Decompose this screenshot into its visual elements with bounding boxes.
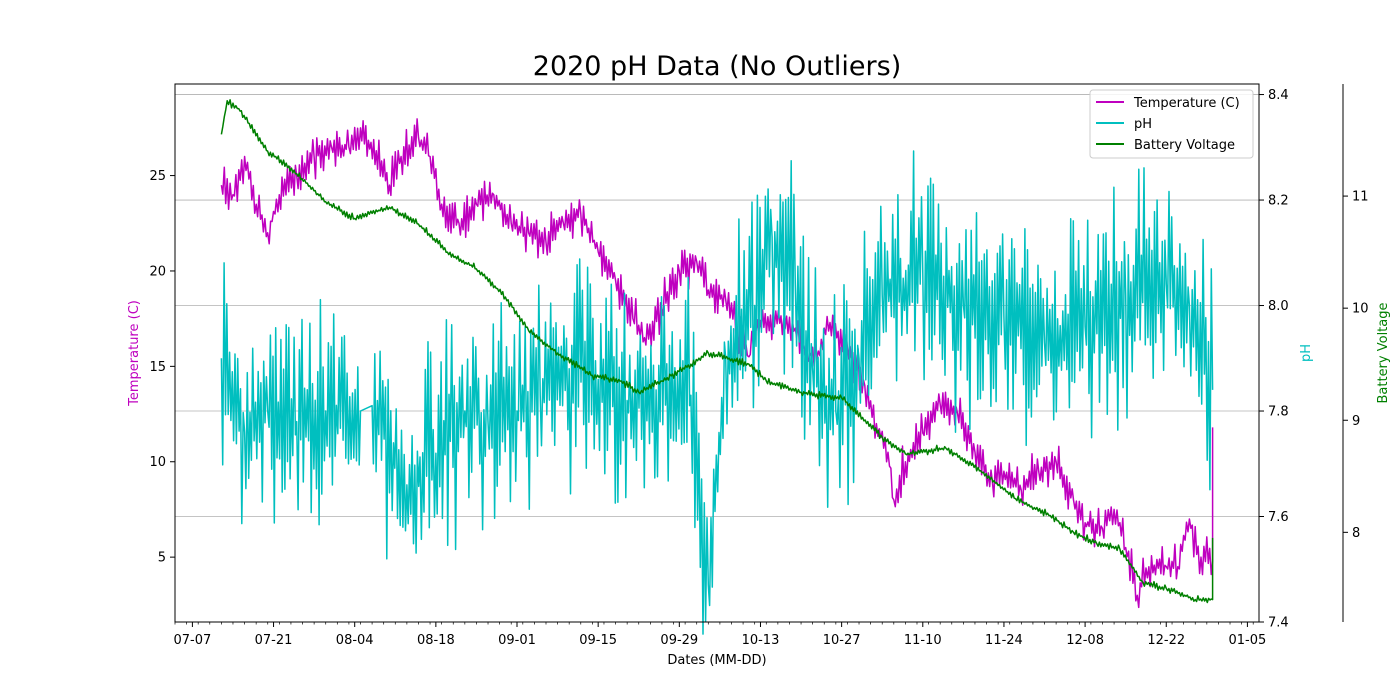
ph-tick-label: 7.6 — [1268, 510, 1289, 525]
battery-tick-label: 8 — [1352, 526, 1360, 541]
ph-tick-label: 7.4 — [1268, 616, 1289, 631]
x-tick-label: 11-10 — [904, 633, 942, 648]
legend-label-ph: pH — [1134, 117, 1152, 132]
temperature-tick-label: 20 — [149, 264, 166, 279]
x-tick-label: 11-24 — [985, 633, 1023, 648]
x-axis-label: Dates (MM-DD) — [667, 653, 766, 668]
plot-area-frame — [174, 83, 1260, 623]
chart-title: 2020 pH Data (No Outliers) — [533, 51, 901, 82]
battery-voltage-series-line — [220, 99, 1214, 604]
temperature-axis-label: Temperature (C) — [127, 300, 142, 407]
battery-tick-label: 10 — [1352, 302, 1369, 317]
x-tick-label: 07-07 — [173, 633, 211, 648]
legend-label-temperature: Temperature (C) — [1133, 96, 1240, 111]
ph-tick-label: 8.2 — [1268, 194, 1289, 209]
x-tick-label: 09-15 — [579, 633, 617, 648]
temperature-tick-label: 10 — [149, 455, 166, 470]
battery-voltage-axis-label: Battery Voltage — [1376, 302, 1391, 403]
x-tick-label: 09-01 — [498, 633, 536, 648]
ph-tick-label: 8.4 — [1268, 88, 1289, 103]
x-tick-label: 12-22 — [1147, 633, 1185, 648]
battery-tick-label: 11 — [1352, 190, 1369, 205]
x-tick-label: 08-04 — [336, 633, 374, 648]
x-tick-label: 07-21 — [255, 633, 293, 648]
battery-tick-label: 9 — [1352, 414, 1360, 429]
legend-frame — [1089, 89, 1254, 159]
x-tick-label: 10-27 — [823, 633, 861, 648]
x-axis: 07-07 07-21 08-04 08-18 09-01 09-15 09-29 10-13… — [173, 622, 1266, 648]
x-tick-label: 12-08 — [1066, 633, 1104, 648]
ph-axis-label: pH — [1299, 344, 1314, 362]
x-tick-label: 09-29 — [660, 633, 698, 648]
temperature-tick-label: 5 — [158, 551, 166, 566]
legend: Temperature (C) pH Battery Voltage — [1089, 89, 1254, 159]
x-tick-label: 01-05 — [1229, 633, 1267, 648]
ph-tick-label: 8.0 — [1268, 299, 1289, 314]
series-lines — [220, 99, 1214, 635]
temperature-tick-label: 15 — [149, 360, 166, 375]
ph-series-line — [220, 150, 1214, 635]
x-tick-label: 10-13 — [742, 633, 780, 648]
temperature-tick-label: 25 — [149, 169, 166, 184]
ph-axis: 7.4 7.6 7.8 8.0 8.2 8.4 — [1259, 88, 1289, 631]
temperature-axis: 5 10 15 20 25 — [149, 169, 175, 566]
ph-tick-label: 7.8 — [1268, 405, 1289, 420]
x-tick-label: 08-18 — [417, 633, 455, 648]
battery-voltage-axis: 8 9 10 11 — [1342, 84, 1369, 622]
temperature-series-line — [220, 118, 1214, 609]
legend-label-battery: Battery Voltage — [1134, 138, 1235, 153]
